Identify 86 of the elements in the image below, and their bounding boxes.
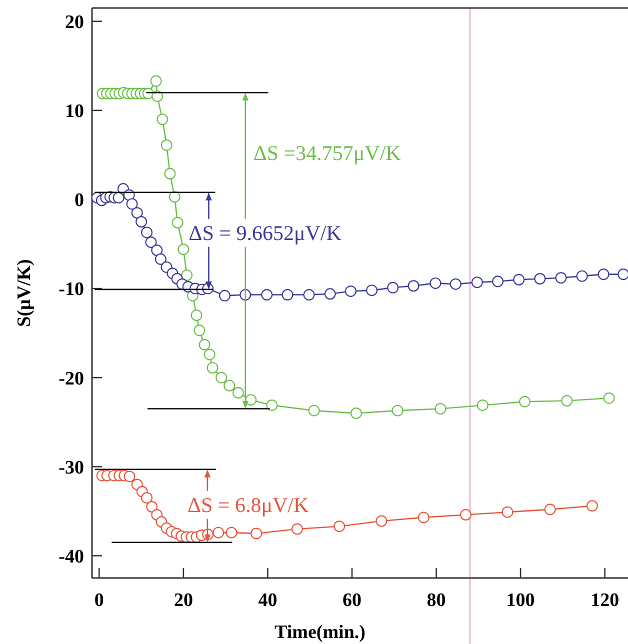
point <box>190 310 202 322</box>
point <box>418 512 430 524</box>
point <box>164 168 176 180</box>
point <box>350 407 362 419</box>
point <box>476 399 488 411</box>
point <box>112 192 124 204</box>
point <box>160 139 172 151</box>
annotation: ΔS = 9.6652μV/K <box>188 221 342 246</box>
y-tick-label: 0 <box>74 190 84 212</box>
point <box>151 244 163 256</box>
point <box>434 403 446 415</box>
x-tick-label: 120 <box>590 590 620 611</box>
point <box>534 273 546 284</box>
y-tick-label: -10 <box>58 279 84 300</box>
point <box>519 396 531 408</box>
point <box>450 278 462 290</box>
x-tick-label: 0 <box>94 590 104 611</box>
point <box>308 404 320 416</box>
annotation: ΔS =34.757μV/K <box>253 141 401 166</box>
x-tick-label: 40 <box>258 590 278 611</box>
point <box>324 288 336 300</box>
point <box>245 394 257 406</box>
y-axis-title: S(μV/K) <box>14 259 35 327</box>
point <box>376 515 388 527</box>
x-tick-label: 80 <box>426 590 446 611</box>
point <box>181 269 193 281</box>
point <box>168 191 180 203</box>
point <box>224 380 236 392</box>
point <box>344 285 356 297</box>
point <box>124 470 136 482</box>
point <box>366 284 378 296</box>
x-tick-label: 100 <box>506 590 535 611</box>
point <box>131 207 143 219</box>
point <box>387 282 399 294</box>
point <box>618 268 628 280</box>
point <box>334 520 346 532</box>
point <box>141 226 153 238</box>
point <box>232 387 244 398</box>
y-tick-label: -20 <box>58 368 84 390</box>
point <box>598 268 610 280</box>
point <box>194 324 206 336</box>
point <box>561 395 573 407</box>
point <box>141 492 153 504</box>
point <box>156 114 168 126</box>
y-tick-label: -40 <box>58 546 84 568</box>
point <box>126 198 138 210</box>
point <box>261 289 273 301</box>
point <box>544 504 556 516</box>
point <box>218 290 230 302</box>
point <box>430 277 442 289</box>
point <box>226 526 238 538</box>
point <box>282 289 294 301</box>
point <box>146 501 158 512</box>
point <box>266 399 278 411</box>
y-tick-label: 10 <box>65 101 84 122</box>
x-tick-label: 20 <box>174 590 193 611</box>
y-tick-label: -30 <box>58 457 84 478</box>
y-tick-label: 20 <box>65 12 84 34</box>
point <box>492 276 504 288</box>
point <box>136 216 148 228</box>
point <box>603 392 615 404</box>
x-axis-title: Time(min.) <box>274 622 366 643</box>
point <box>206 362 218 374</box>
point <box>145 236 157 248</box>
point <box>408 280 420 292</box>
point <box>178 244 190 256</box>
point <box>291 523 303 535</box>
point <box>392 404 404 416</box>
point <box>204 348 216 360</box>
point <box>212 526 224 538</box>
point <box>460 509 472 521</box>
point <box>513 274 525 286</box>
point <box>150 75 162 87</box>
point <box>502 506 514 518</box>
point <box>586 500 598 512</box>
point <box>303 289 315 301</box>
point <box>471 276 483 288</box>
point <box>555 272 567 284</box>
point <box>576 270 588 282</box>
point <box>154 253 166 265</box>
point <box>198 338 210 350</box>
point <box>216 372 228 384</box>
point <box>172 216 184 228</box>
point <box>250 528 262 540</box>
annotation: ΔS = 6.8μV/K <box>187 493 309 518</box>
x-tick-label: 60 <box>342 590 362 611</box>
